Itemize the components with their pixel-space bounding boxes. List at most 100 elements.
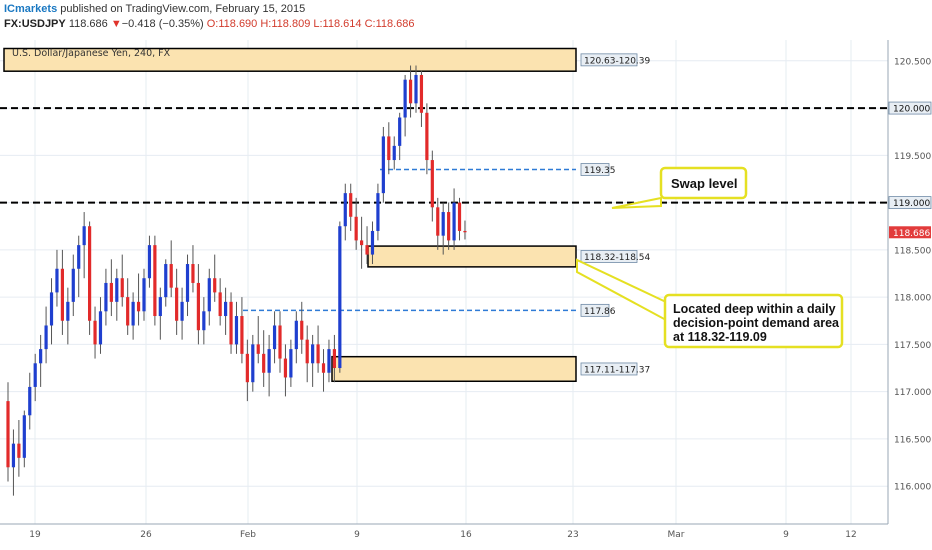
callout-box	[663, 293, 844, 349]
candle-body	[109, 282, 113, 302]
time-tick-label: 19	[29, 530, 41, 540]
level-label: 117.86	[584, 307, 616, 317]
candle-body	[376, 193, 380, 231]
publisher-name[interactable]: ICmarkets	[4, 3, 58, 15]
high-value: H:118.809	[260, 18, 311, 30]
candle-body	[104, 282, 108, 312]
candle-body	[164, 264, 168, 298]
candle-body	[403, 79, 407, 118]
candle-body	[126, 297, 130, 326]
open-value: O:118.690	[206, 18, 258, 30]
candle-body	[343, 193, 347, 227]
candle-body	[175, 287, 179, 321]
candle-body	[120, 278, 124, 298]
candle-body	[327, 349, 331, 373]
publish-line: ICmarkets published on TradingView.com, …	[4, 3, 305, 15]
price-tick-label: 118.000	[894, 294, 931, 304]
candle-body	[240, 316, 244, 354]
symbol-label[interactable]: FX:USDJPY	[4, 18, 66, 30]
candle-body	[381, 136, 385, 194]
candle-body	[11, 443, 16, 468]
candle-body	[305, 339, 309, 364]
last-price: 118.686	[68, 18, 108, 30]
publish-info: published on TradingView.com, February 1…	[57, 3, 306, 15]
candle-body	[202, 311, 206, 331]
candle-body	[425, 112, 429, 161]
candle-body	[153, 245, 157, 317]
plot-area[interactable]	[0, 40, 888, 524]
candle-body	[158, 297, 162, 317]
candle-body	[213, 278, 217, 293]
low-value: L:118.614	[313, 18, 362, 30]
candle-body	[28, 386, 32, 416]
candle-body	[39, 349, 43, 364]
candle-body	[229, 301, 233, 345]
time-tick-label: 16	[460, 530, 472, 540]
price-level-label: 119.000	[893, 199, 930, 209]
price-change: −0.418 (−0.35%)	[121, 18, 204, 30]
price-chart[interactable]: 120.63-120.39 118.32-118.54 117.11-117.37 U…	[0, 40, 932, 550]
candle-body	[251, 344, 255, 383]
candle-body	[55, 268, 59, 293]
candle-body	[262, 353, 266, 373]
price-tick-label: 117.000	[894, 388, 931, 398]
level-label: 119.35	[584, 166, 616, 176]
candle-body	[463, 230, 467, 233]
zone-box	[367, 245, 577, 268]
price-level-tag	[888, 101, 932, 115]
zone-box	[3, 47, 577, 72]
price-tick-label: 116.000	[894, 483, 931, 493]
candle-body	[370, 230, 375, 255]
zone-label: 120.63-120.39	[584, 56, 651, 66]
candle-body	[66, 301, 70, 321]
zone-label-box	[580, 362, 638, 376]
quote-line: FX:USDJPY 118.686 ▼−0.418 (−0.35%) O:118…	[4, 18, 415, 30]
price-tick-label: 119.500	[894, 152, 931, 162]
callout-text: Swap level	[671, 176, 737, 191]
zone-label-box	[580, 53, 638, 67]
candle-body	[169, 264, 173, 288]
price-level-tag	[888, 196, 932, 209]
candle-body	[6, 401, 10, 468]
time-tick-label: Feb	[240, 530, 256, 540]
level-label-box	[580, 303, 610, 317]
close-value: C:118.686	[364, 18, 415, 30]
callout-text: Located deep within a daily	[673, 302, 836, 316]
candle-body	[321, 363, 326, 373]
time-tick-label: 9	[783, 530, 789, 540]
candle-body	[256, 344, 260, 354]
last-price-label: 118.686	[893, 229, 930, 239]
candle-body	[93, 320, 97, 345]
candle-body	[387, 136, 391, 161]
candle-body	[419, 74, 424, 113]
candle-body	[196, 282, 200, 331]
callout-box	[659, 166, 748, 200]
candle-body	[311, 344, 315, 364]
price-tick-label: 116.500	[894, 435, 931, 445]
candle-body	[294, 320, 298, 350]
candle-body	[283, 358, 288, 378]
candle-body	[17, 443, 21, 458]
candle-body	[234, 316, 239, 345]
candle-body	[452, 202, 456, 241]
callout-pointer	[611, 196, 662, 209]
time-tick-label: 12	[845, 530, 856, 540]
chart-title: U.S. Dollar/Japanese Yen, 240, FX	[12, 48, 171, 59]
candle-body	[147, 245, 152, 279]
candle-body	[360, 240, 364, 246]
candle-body	[441, 212, 445, 236]
candle-body	[88, 226, 92, 321]
candle-body	[191, 264, 195, 283]
candle-body	[338, 226, 342, 369]
zone-box	[331, 355, 577, 383]
candle-body	[49, 292, 54, 326]
candle-body	[224, 301, 228, 317]
candle-body	[392, 145, 396, 161]
price-tick-label: 118.500	[894, 246, 931, 256]
candle-body	[136, 301, 141, 312]
candle-body	[185, 264, 190, 302]
candle-body	[60, 268, 64, 321]
candle-body	[218, 292, 222, 317]
candle-body	[22, 415, 26, 458]
